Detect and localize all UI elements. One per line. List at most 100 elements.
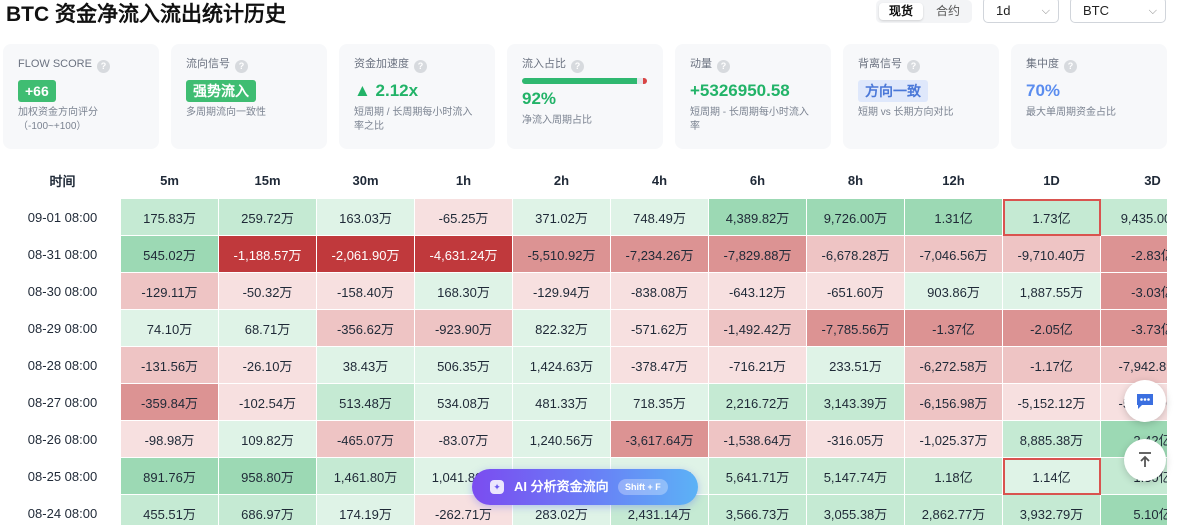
- flow-cell[interactable]: 9,726.00万: [806, 198, 905, 236]
- flow-cell[interactable]: -6,272.58万: [904, 346, 1003, 384]
- flow-cell[interactable]: 1,461.80万: [316, 457, 415, 495]
- flow-cell[interactable]: 1,887.55万: [1002, 272, 1101, 310]
- flow-cell[interactable]: 9,435.00万: [1100, 198, 1167, 236]
- help-icon[interactable]: ?: [96, 60, 110, 73]
- flow-cell[interactable]: -378.47万: [610, 346, 709, 384]
- flow-cell[interactable]: 1.14亿: [1002, 457, 1101, 495]
- flow-cell[interactable]: 5.10亿: [1100, 494, 1167, 525]
- flow-cell[interactable]: -2.05亿: [1002, 309, 1101, 347]
- flow-cell[interactable]: 1.31亿: [904, 198, 1003, 236]
- flow-cell[interactable]: 109.82万: [218, 420, 317, 458]
- flow-cell[interactable]: 175.83万: [120, 198, 219, 236]
- flow-cell[interactable]: -131.56万: [120, 346, 219, 384]
- flow-cell[interactable]: -356.62万: [316, 309, 415, 347]
- flow-cell[interactable]: -5,510.92万: [512, 235, 611, 273]
- flow-cell[interactable]: -571.62万: [610, 309, 709, 347]
- flow-cell[interactable]: -1.37亿: [904, 309, 1003, 347]
- flow-cell[interactable]: -129.11万: [120, 272, 219, 310]
- flow-cell[interactable]: 168.30万: [414, 272, 513, 310]
- flow-cell[interactable]: -129.94万: [512, 272, 611, 310]
- market-toggle[interactable]: 现货 合约: [876, 0, 972, 23]
- flow-cell[interactable]: -83.07万: [414, 420, 513, 458]
- flow-cell[interactable]: -50.32万: [218, 272, 317, 310]
- flow-cell[interactable]: -6,156.98万: [904, 383, 1003, 421]
- flow-cell[interactable]: 748.49万: [610, 198, 709, 236]
- flow-cell[interactable]: 259.72万: [218, 198, 317, 236]
- flow-cell[interactable]: 903.86万: [904, 272, 1003, 310]
- help-icon[interactable]: ?: [1064, 60, 1077, 73]
- flow-cell[interactable]: 174.19万: [316, 494, 415, 525]
- flow-cell[interactable]: -1.17亿: [1002, 346, 1101, 384]
- flow-cell[interactable]: 3,566.73万: [708, 494, 807, 525]
- flow-cell[interactable]: 1,240.56万: [512, 420, 611, 458]
- flow-cell[interactable]: -1,188.57万: [218, 235, 317, 273]
- flow-cell[interactable]: 481.33万: [512, 383, 611, 421]
- flow-cell[interactable]: -359.84万: [120, 383, 219, 421]
- flow-cell[interactable]: -7,046.56万: [904, 235, 1003, 273]
- flow-cell[interactable]: -3.03亿: [1100, 272, 1167, 310]
- flow-cell[interactable]: -65.25万: [414, 198, 513, 236]
- flow-cell[interactable]: -2.83亿: [1100, 235, 1167, 273]
- tab-futures[interactable]: 合约: [935, 4, 960, 18]
- flow-cell[interactable]: -1,492.42万: [708, 309, 807, 347]
- flow-cell[interactable]: 68.71万: [218, 309, 317, 347]
- flow-cell[interactable]: -6,678.28万: [806, 235, 905, 273]
- interval-select[interactable]: 1d ⌵: [983, 0, 1059, 23]
- help-icon[interactable]: ?: [235, 60, 248, 73]
- flow-cell[interactable]: -838.08万: [610, 272, 709, 310]
- flow-cell[interactable]: 3,932.79万: [1002, 494, 1101, 525]
- flow-cell[interactable]: 822.32万: [512, 309, 611, 347]
- flow-cell[interactable]: 8,885.38万: [1002, 420, 1101, 458]
- flow-cell[interactable]: -26.10万: [218, 346, 317, 384]
- flow-cell[interactable]: 891.76万: [120, 457, 219, 495]
- flow-cell[interactable]: -7,942.89万: [1100, 346, 1167, 384]
- flow-cell[interactable]: 534.08万: [414, 383, 513, 421]
- flow-cell[interactable]: -7,785.56万: [806, 309, 905, 347]
- flow-cell[interactable]: -98.98万: [120, 420, 219, 458]
- flow-cell[interactable]: -316.05万: [806, 420, 905, 458]
- flow-cell[interactable]: 2,216.72万: [708, 383, 807, 421]
- help-icon[interactable]: ?: [414, 60, 427, 73]
- flow-cell[interactable]: 4,389.82万: [708, 198, 807, 236]
- ai-analysis-button[interactable]: ✦ AI 分析资金流向 Shift + F: [472, 469, 698, 505]
- flow-cell[interactable]: 5,147.74万: [806, 457, 905, 495]
- flow-cell[interactable]: -1,538.64万: [708, 420, 807, 458]
- flow-cell[interactable]: -3,617.64万: [610, 420, 709, 458]
- flow-cell[interactable]: 3,055.38万: [806, 494, 905, 525]
- flow-cell[interactable]: 718.35万: [610, 383, 709, 421]
- flow-cell[interactable]: -465.07万: [316, 420, 415, 458]
- flow-cell[interactable]: -2,061.90万: [316, 235, 415, 273]
- flow-cell[interactable]: 513.48万: [316, 383, 415, 421]
- flow-cell[interactable]: 455.51万: [120, 494, 219, 525]
- flow-cell[interactable]: -3.73亿: [1100, 309, 1167, 347]
- flow-cell[interactable]: -158.40万: [316, 272, 415, 310]
- back-to-top-button[interactable]: [1124, 439, 1166, 481]
- flow-cell[interactable]: -7,829.88万: [708, 235, 807, 273]
- flow-cell[interactable]: 1,424.63万: [512, 346, 611, 384]
- flow-cell[interactable]: 686.97万: [218, 494, 317, 525]
- flow-cell[interactable]: 233.51万: [806, 346, 905, 384]
- flow-cell[interactable]: 958.80万: [218, 457, 317, 495]
- flow-cell[interactable]: -1,025.37万: [904, 420, 1003, 458]
- flow-cell[interactable]: 38.43万: [316, 346, 415, 384]
- flow-cell[interactable]: -5,152.12万: [1002, 383, 1101, 421]
- flow-cell[interactable]: 2,862.77万: [904, 494, 1003, 525]
- flow-cell[interactable]: -4,631.24万: [414, 235, 513, 273]
- flow-cell[interactable]: -643.12万: [708, 272, 807, 310]
- flow-cell[interactable]: -651.60万: [806, 272, 905, 310]
- chat-button[interactable]: [1124, 380, 1166, 422]
- flow-cell[interactable]: 371.02万: [512, 198, 611, 236]
- flow-cell[interactable]: 506.35万: [414, 346, 513, 384]
- flow-cell[interactable]: 74.10万: [120, 309, 219, 347]
- symbol-select[interactable]: BTC ⌵: [1070, 0, 1166, 23]
- flow-cell[interactable]: 163.03万: [316, 198, 415, 236]
- flow-cell[interactable]: 5,641.71万: [708, 457, 807, 495]
- flow-cell[interactable]: -923.90万: [414, 309, 513, 347]
- help-icon[interactable]: ?: [717, 60, 730, 73]
- flow-cell[interactable]: -102.54万: [218, 383, 317, 421]
- flow-cell[interactable]: -9,710.40万: [1002, 235, 1101, 273]
- flow-cell[interactable]: 1.73亿: [1002, 198, 1101, 236]
- flow-cell[interactable]: 545.02万: [120, 235, 219, 273]
- flow-cell[interactable]: -716.21万: [708, 346, 807, 384]
- flow-cell[interactable]: 1.18亿: [904, 457, 1003, 495]
